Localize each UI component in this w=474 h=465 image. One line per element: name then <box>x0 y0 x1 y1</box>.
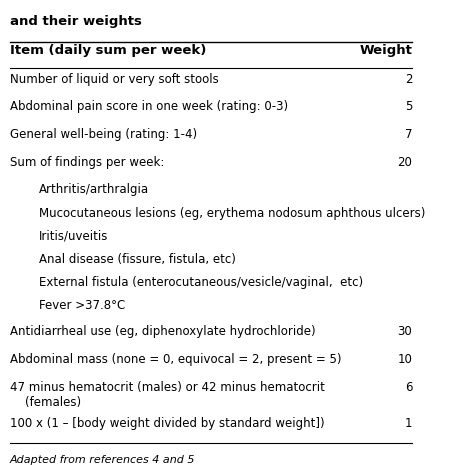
Text: Anal disease (fissure, fistula, etc): Anal disease (fissure, fistula, etc) <box>39 253 236 266</box>
Text: 5: 5 <box>405 100 412 113</box>
Text: Fever >37.8°C: Fever >37.8°C <box>39 299 125 312</box>
Text: Weight: Weight <box>359 44 412 57</box>
Text: 2: 2 <box>405 73 412 86</box>
Text: Adapted from references 4 and 5: Adapted from references 4 and 5 <box>10 455 195 465</box>
Text: 1: 1 <box>405 417 412 430</box>
Text: Sum of findings per week:: Sum of findings per week: <box>10 156 164 169</box>
Text: External fistula (enterocutaneous/vesicle/vaginal,  etc): External fistula (enterocutaneous/vesicl… <box>39 276 363 289</box>
Text: 7: 7 <box>405 128 412 141</box>
Text: 6: 6 <box>405 381 412 393</box>
Text: 20: 20 <box>397 156 412 169</box>
Text: Abdominal mass (none = 0, equivocal = 2, present = 5): Abdominal mass (none = 0, equivocal = 2,… <box>10 353 341 366</box>
Text: and their weights: and their weights <box>10 15 142 28</box>
Text: Iritis/uveitis: Iritis/uveitis <box>39 230 109 243</box>
Text: 100 x (1 – [body weight divided by standard weight]): 100 x (1 – [body weight divided by stand… <box>10 417 324 430</box>
Text: Antidiarrheal use (eg, diphenoxylate hydrochloride): Antidiarrheal use (eg, diphenoxylate hyd… <box>10 326 315 338</box>
Text: Number of liquid or very soft stools: Number of liquid or very soft stools <box>10 73 219 86</box>
Text: Item (daily sum per week): Item (daily sum per week) <box>10 44 206 57</box>
Text: 30: 30 <box>397 326 412 338</box>
Text: Mucocutaneous lesions (eg, erythema nodosum aphthous ulcers): Mucocutaneous lesions (eg, erythema nodo… <box>39 206 426 219</box>
Text: General well-being (rating: 1-4): General well-being (rating: 1-4) <box>10 128 197 141</box>
Text: Arthritis/arthralgia: Arthritis/arthralgia <box>39 183 149 196</box>
Text: 47 minus hematocrit (males) or 42 minus hematocrit
    (females): 47 minus hematocrit (males) or 42 minus … <box>10 381 325 409</box>
Text: 10: 10 <box>397 353 412 366</box>
Text: Abdominal pain score in one week (rating: 0-3): Abdominal pain score in one week (rating… <box>10 100 288 113</box>
